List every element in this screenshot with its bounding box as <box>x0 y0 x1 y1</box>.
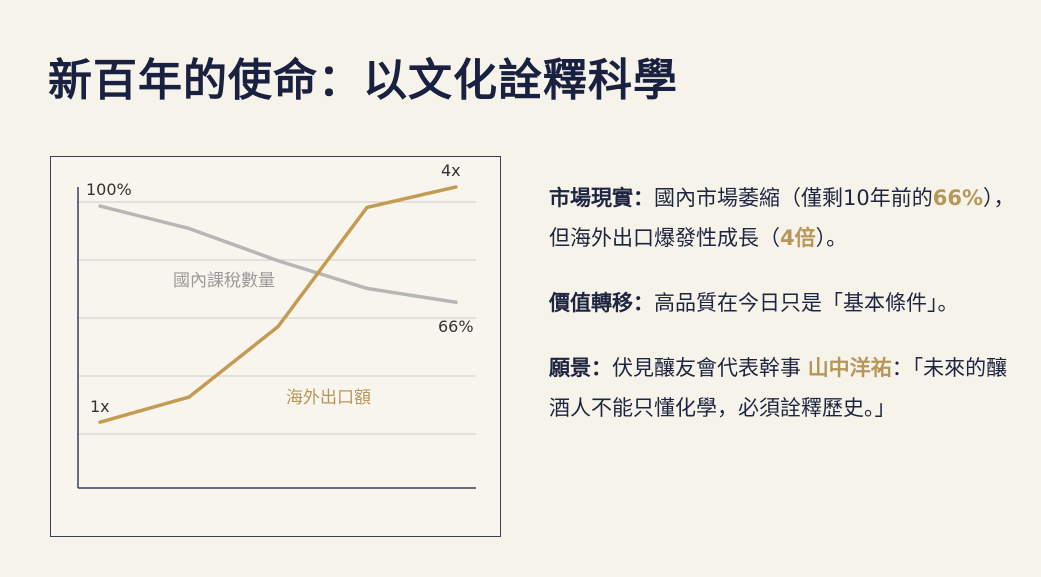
series-name-label-1: 海外出口額 <box>286 388 371 408</box>
text-segment: 伏見釀友會代表幹事 <box>612 356 808 380</box>
label-value-shift: 價值轉移 <box>549 291 633 315</box>
paragraph-value-shift: 價值轉移：高品質在今日只是「基本條件」。 <box>549 283 1019 323</box>
text-segment: ），但海外出口爆發性成長（ <box>549 186 1015 250</box>
series-start-label-0: 100% <box>86 180 132 199</box>
colon: ： <box>633 186 654 210</box>
colon: ： <box>591 356 612 380</box>
highlight-4x: 4倍 <box>780 226 816 250</box>
highlight-person-name: 山中洋祐 <box>807 356 892 380</box>
series-end-label-0: 66% <box>438 317 474 336</box>
text-segment: ）。 <box>815 226 848 250</box>
highlight-66-percent: 66% <box>932 186 983 210</box>
series-start-label-1: 1x <box>90 397 110 416</box>
series-end-label-1: 4x <box>441 161 461 180</box>
text-segment: ：「未來的釀酒人不能只懂化學，必須詮釋歷史。」 <box>549 356 1008 420</box>
paragraph-vision: 願景：伏見釀友會代表幹事 山中洋祐：「未來的釀酒人不能只懂化學，必須詮釋歷史。」 <box>549 348 1019 428</box>
label-market-reality: 市場現實 <box>549 186 633 210</box>
text-segment: 國內市場萎縮（僅剩10年前的 <box>654 186 933 210</box>
text-panel: 市場現實：國內市場萎縮（僅剩10年前的66%），但海外出口爆發性成長（4倍）。 … <box>549 178 1019 453</box>
chart-svg: 100% 66% 國內課稅數量 1x 4x 海外出口額 <box>77 161 476 489</box>
label-vision: 願景 <box>549 356 591 380</box>
text-segment: 高品質在今日只是「基本條件」。 <box>654 291 959 315</box>
page-title: 新百年的使命：以文化詮釋科學 <box>48 55 678 106</box>
chart: 100% 66% 國內課稅數量 1x 4x 海外出口額 <box>50 156 501 537</box>
series-line-0 <box>98 204 458 304</box>
paragraph-market-reality: 市場現實：國內市場萎縮（僅剩10年前的66%），但海外出口爆發性成長（4倍）。 <box>549 178 1019 258</box>
colon: ： <box>633 291 654 315</box>
series-line-1 <box>98 185 458 424</box>
series-name-label-0: 國內課稅數量 <box>173 271 275 291</box>
